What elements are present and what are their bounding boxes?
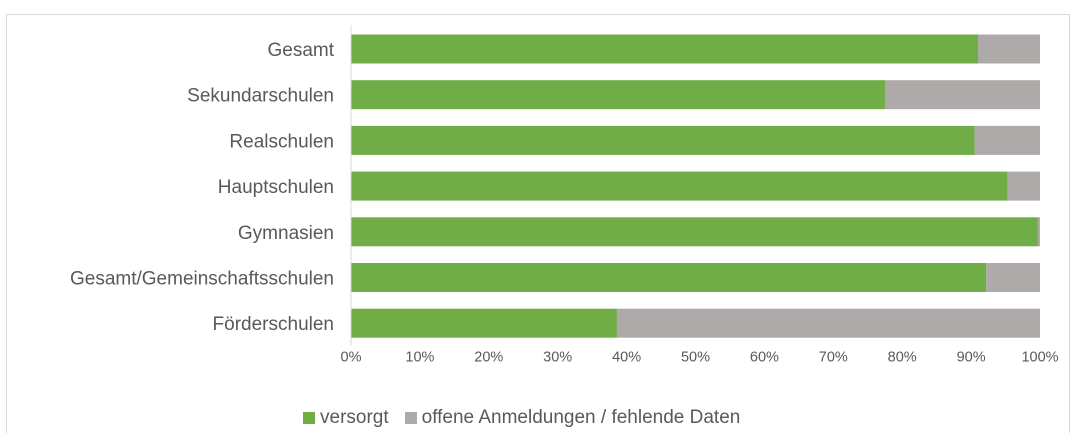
x-tick-label-80: 80% (888, 350, 917, 366)
bar-realschulen-offen (974, 125, 1040, 155)
category-label-gymnasien: Gymnasien (238, 223, 334, 244)
x-tick-label-90: 90% (957, 350, 986, 366)
bar-gesamt-gemeinschaftsschulen-offen (986, 263, 1040, 292)
bar-realschulen-versorgt (351, 125, 975, 155)
bar-f-rderschulen-offen (616, 308, 1040, 338)
bar-chart: Gesamt Sekundarschulen Realschulen Hauptsch… (70, 25, 1059, 366)
bar-gesamt-offen (977, 34, 1040, 64)
legend-swatch-offen (404, 412, 417, 424)
bar-sekundarschulen-versorgt (351, 80, 885, 110)
x-tick-label-70: 70% (819, 350, 848, 366)
bar-gymnasien-versorgt (351, 217, 1038, 247)
category-label-gesamt-gemeinschaftsschulen: Gesamt/Gemeinschaftsschulen (70, 269, 334, 290)
x-tick-label-30: 30% (543, 350, 572, 366)
bar-gesamt-gemeinschaftsschulen-versorgt (351, 263, 987, 292)
legend-label-versorgt: versorgt (320, 407, 389, 428)
legend-swatch-versorgt (303, 412, 315, 424)
bar-hauptschulen-versorgt (351, 171, 1008, 201)
category-label-sekundarschulen: Sekundarschulen (187, 86, 334, 107)
category-label-gesamt: Gesamt (267, 40, 334, 61)
category-label-realschulen: Realschulen (229, 131, 334, 152)
chart-area: Gesamt Sekundarschulen Realschulen Hauptsch… (6, 14, 1070, 433)
x-tick-label-40: 40% (612, 350, 641, 366)
x-tick-label-100: 100% (1021, 350, 1058, 366)
bar-hauptschulen-offen (1007, 171, 1040, 201)
legend: versorgt offene Anmeldungen / fehlende D… (303, 407, 756, 429)
x-tick-label-10: 10% (405, 350, 434, 366)
legend-item-versorgt: versorgt (303, 407, 389, 429)
bar-f-rderschulen-versorgt (351, 308, 617, 338)
bar-gesamt-versorgt (351, 34, 978, 64)
bar-gymnasien-offen (1037, 217, 1040, 247)
bar-sekundarschulen-offen (884, 80, 1040, 110)
x-tick-label-20: 20% (474, 350, 503, 366)
legend-label-offen: offene Anmeldungen / fehlende Daten (421, 407, 741, 428)
x-tick-label-60: 60% (750, 350, 779, 366)
x-tick-label-50: 50% (681, 350, 710, 366)
category-label-f-rderschulen: Förderschulen (213, 314, 334, 335)
x-tick-label-0: 0% (341, 350, 362, 366)
legend-item-offen: offene Anmeldungen / fehlende Daten (404, 407, 741, 429)
category-label-hauptschulen: Hauptschulen (218, 177, 334, 198)
